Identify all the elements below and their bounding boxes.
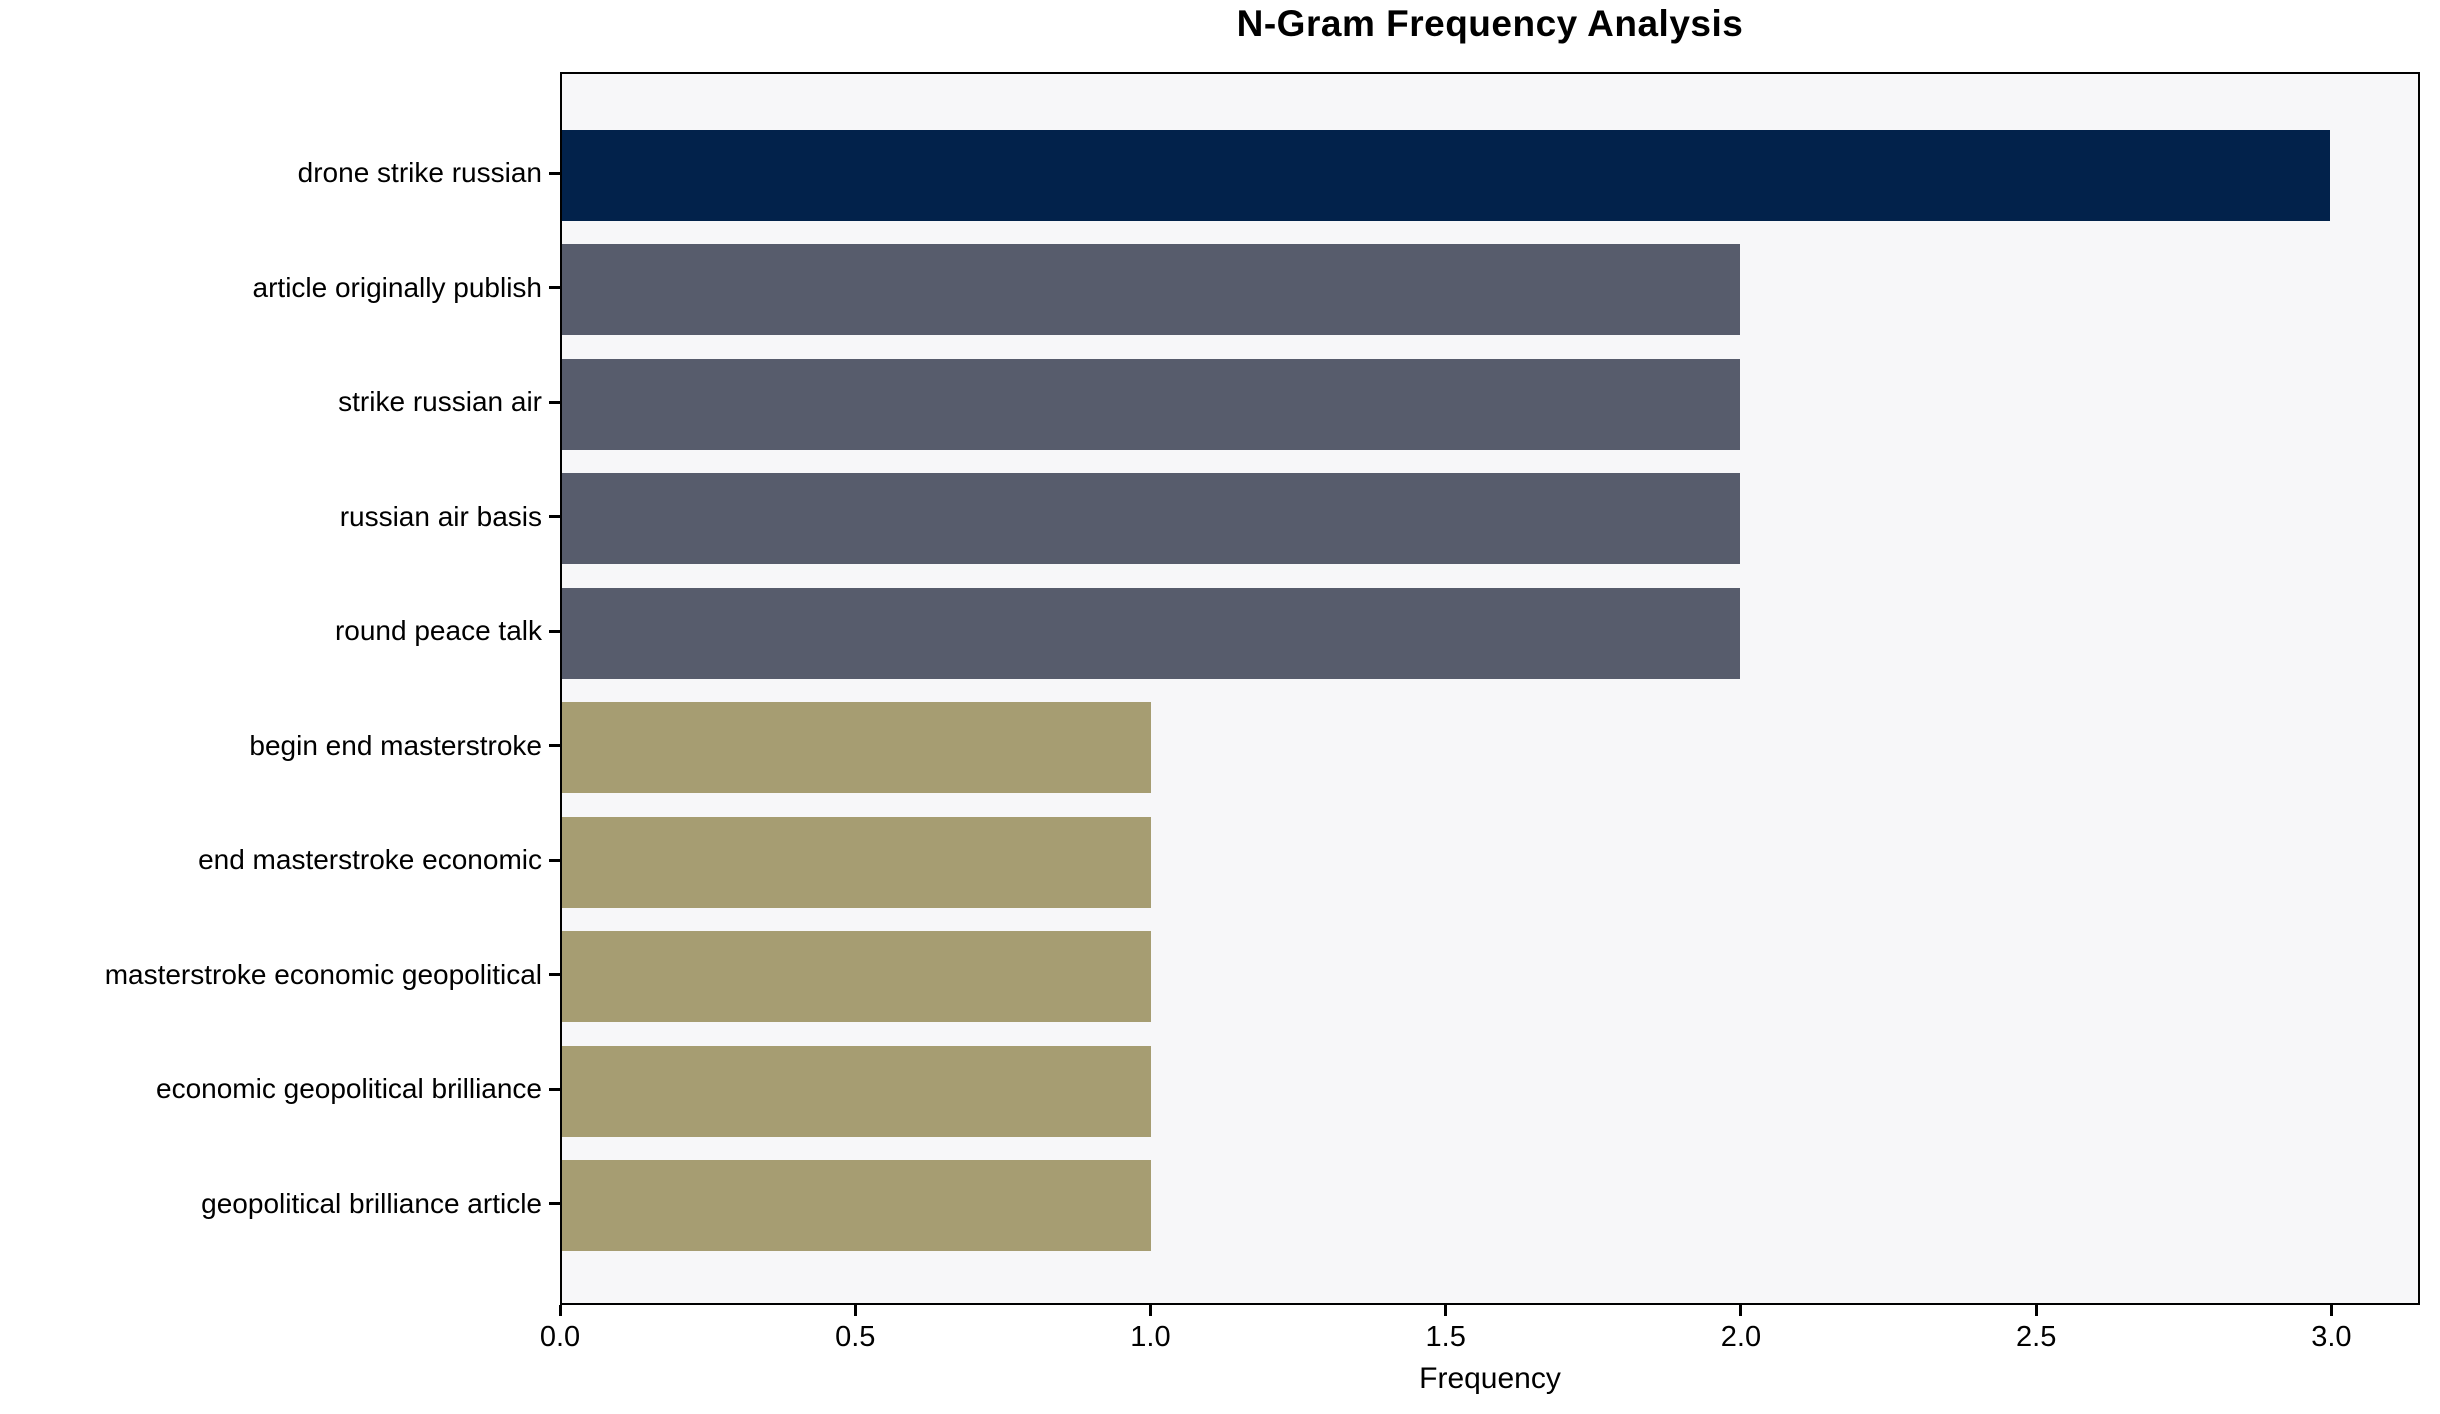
bar xyxy=(562,1045,1152,1137)
y-tick-label: economic geopolitical brilliance xyxy=(156,1073,542,1105)
x-tick-label: 1.5 xyxy=(1425,1321,1466,1353)
x-tick-label: 0.0 xyxy=(539,1321,581,1353)
x-tick-mark xyxy=(1444,1305,1448,1316)
y-tick-label: masterstroke economic geopolitical xyxy=(104,958,542,990)
x-tick-mark xyxy=(558,1305,562,1316)
y-tick-mark xyxy=(549,1202,560,1206)
bar xyxy=(562,358,1741,450)
y-tick-mark xyxy=(549,744,560,748)
x-tick-mark xyxy=(2329,1305,2333,1316)
y-tick-mark xyxy=(549,973,560,977)
bar xyxy=(562,816,1152,908)
bar xyxy=(562,1160,1152,1252)
y-tick-mark xyxy=(549,858,560,862)
y-tick-mark xyxy=(549,629,560,633)
y-tick-mark xyxy=(549,286,560,290)
y-tick-label: article originally publish xyxy=(252,271,542,303)
y-tick-label: drone strike russian xyxy=(297,157,542,189)
bar xyxy=(562,473,1741,565)
bar xyxy=(562,244,1741,336)
x-tick-label: 1.0 xyxy=(1130,1321,1171,1353)
y-tick-label: end masterstroke economic xyxy=(198,844,542,876)
y-tick-label: round peace talk xyxy=(334,615,542,647)
y-tick-label: strike russian air xyxy=(338,386,542,418)
x-tick-mark xyxy=(1148,1305,1152,1316)
bar xyxy=(562,702,1152,794)
x-tick-label: 3.0 xyxy=(2311,1321,2352,1353)
y-tick-mark xyxy=(549,171,560,175)
x-tick-mark xyxy=(1739,1305,1743,1316)
x-tick-label: 2.0 xyxy=(1720,1321,1762,1353)
y-tick-label: geopolitical brilliance article xyxy=(201,1187,542,1219)
bar xyxy=(562,129,2330,221)
x-axis-title: Frequency xyxy=(1419,1362,1561,1395)
y-tick-mark xyxy=(549,515,560,519)
plot-area xyxy=(560,72,2420,1305)
x-tick-label: 2.5 xyxy=(2016,1321,2057,1353)
y-tick-label: begin end masterstroke xyxy=(249,729,542,761)
x-tick-label: 0.5 xyxy=(835,1321,876,1353)
chart-title: N-Gram Frequency Analysis xyxy=(1236,3,1744,44)
bar xyxy=(562,587,1741,679)
x-tick-mark xyxy=(2034,1305,2038,1316)
x-tick-mark xyxy=(853,1305,857,1316)
bar xyxy=(562,931,1152,1023)
y-tick-mark xyxy=(549,400,560,404)
y-tick-label: russian air basis xyxy=(339,500,542,532)
y-tick-mark xyxy=(549,1087,560,1091)
